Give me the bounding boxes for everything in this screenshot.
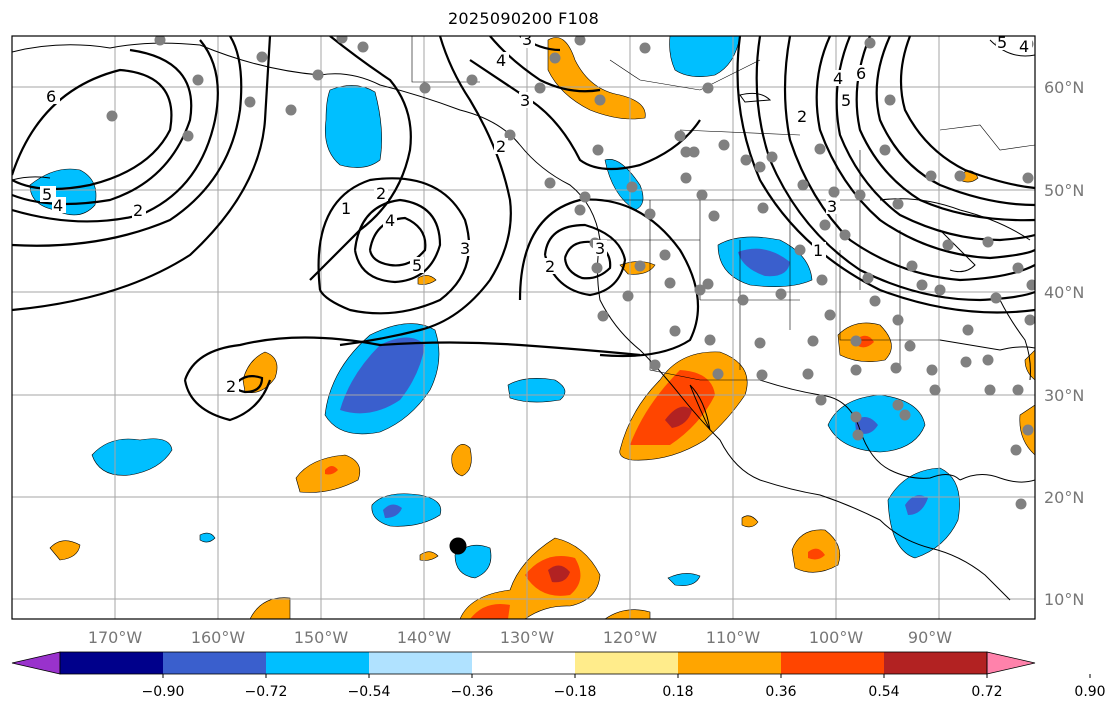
lat-label: 60°N — [1044, 78, 1084, 97]
contour-label: 3 — [827, 197, 837, 216]
colorbar-bin — [678, 652, 782, 674]
contour-label: 4 — [496, 51, 506, 70]
contour-label-group: 6 5 4 2 1 2 4 5 3 3 4 3 2 3 — [40, 30, 1032, 396]
colorbar-tick-label: −0.90 — [142, 684, 185, 700]
colorbar-tick-label: 0.72 — [971, 684, 1002, 700]
station-markers — [106, 36, 1035, 555]
contour-label: 4 — [833, 69, 843, 88]
lat-label: 20°N — [1044, 488, 1084, 507]
lon-label: 130°W — [500, 628, 555, 647]
colorbar-tick-label: 0.54 — [868, 684, 899, 700]
contour-label: 4 — [385, 211, 395, 230]
contour-label: 2 — [226, 377, 236, 396]
contour-label: 6 — [856, 64, 866, 83]
graticule — [12, 36, 1035, 619]
contour-label: 5 — [841, 91, 851, 110]
colorbar-outline — [59, 651, 988, 675]
colorbar-bin — [60, 652, 164, 674]
contour-label: 2 — [797, 107, 807, 126]
colorbar: −0.90 −0.72 −0.54 −0.36 −0.18 0.18 0.36 0.54 0.7… — [11, 651, 1105, 700]
lon-label: 170°W — [88, 628, 143, 647]
longitude-labels: 170°W 160°W 150°W 140°W 130°W 120°W 110°… — [88, 628, 952, 647]
contour-label: 5 — [412, 256, 422, 275]
contour-label: 2 — [376, 184, 386, 203]
lat-label: 30°N — [1044, 386, 1084, 405]
colorbar-bin — [781, 652, 885, 674]
contour-label: 2 — [496, 137, 506, 156]
colorbar-bin — [884, 652, 988, 674]
contour-label: 1 — [341, 199, 351, 218]
lon-label: 100°W — [809, 628, 864, 647]
colorbar-tick-label: −0.18 — [554, 684, 597, 700]
lon-label: 90°W — [908, 628, 952, 647]
contour-label: 6 — [46, 87, 56, 106]
contour-label: 5 — [997, 33, 1007, 52]
lon-label: 160°W — [191, 628, 246, 647]
lon-label: 140°W — [397, 628, 452, 647]
political-borders — [411, 36, 1035, 381]
colorbar-tick-label: 0.90 — [1074, 684, 1105, 700]
colorbar-tick-label: 0.36 — [765, 684, 796, 700]
contour-lines — [12, 36, 1035, 422]
contour-label: 4 — [1019, 37, 1029, 56]
colorbar-extend-high — [986, 651, 1036, 675]
lon-label: 150°W — [294, 628, 349, 647]
map-frame — [11, 35, 1036, 620]
colorbar-tick-label: −0.54 — [348, 684, 391, 700]
colorbar-tick-label: 0.18 — [662, 684, 693, 700]
contour-label: 3 — [460, 239, 470, 258]
contour-label: 2 — [133, 201, 143, 220]
lat-label: 10°N — [1044, 590, 1084, 609]
colorbar-bin — [369, 652, 473, 674]
contour-label: 2 — [545, 257, 555, 276]
contour-label: 1 — [813, 241, 823, 260]
contour-label: 3 — [595, 239, 605, 258]
colorbar-tick-label: −0.36 — [451, 684, 494, 700]
colorbar-tick-label: −0.72 — [245, 684, 288, 700]
colorbar-extend-low — [11, 651, 61, 675]
lat-label: 50°N — [1044, 181, 1084, 200]
contour-label: 3 — [520, 91, 530, 110]
contour-label: 4 — [53, 196, 63, 215]
colorbar-bin — [266, 652, 370, 674]
lat-label: 40°N — [1044, 283, 1084, 302]
lon-label: 110°W — [706, 628, 761, 647]
lon-label: 120°W — [603, 628, 658, 647]
colorbar-bin — [163, 652, 267, 674]
colorbar-bin — [472, 652, 576, 674]
contour-label: 5 — [42, 185, 52, 204]
contour-label: 3 — [522, 30, 532, 49]
map-title: 2025090200 F108 — [447, 9, 600, 28]
latitude-labels: 60°N 50°N 40°N 30°N 20°N 10°N — [1044, 78, 1084, 609]
colorbar-bin — [575, 652, 679, 674]
